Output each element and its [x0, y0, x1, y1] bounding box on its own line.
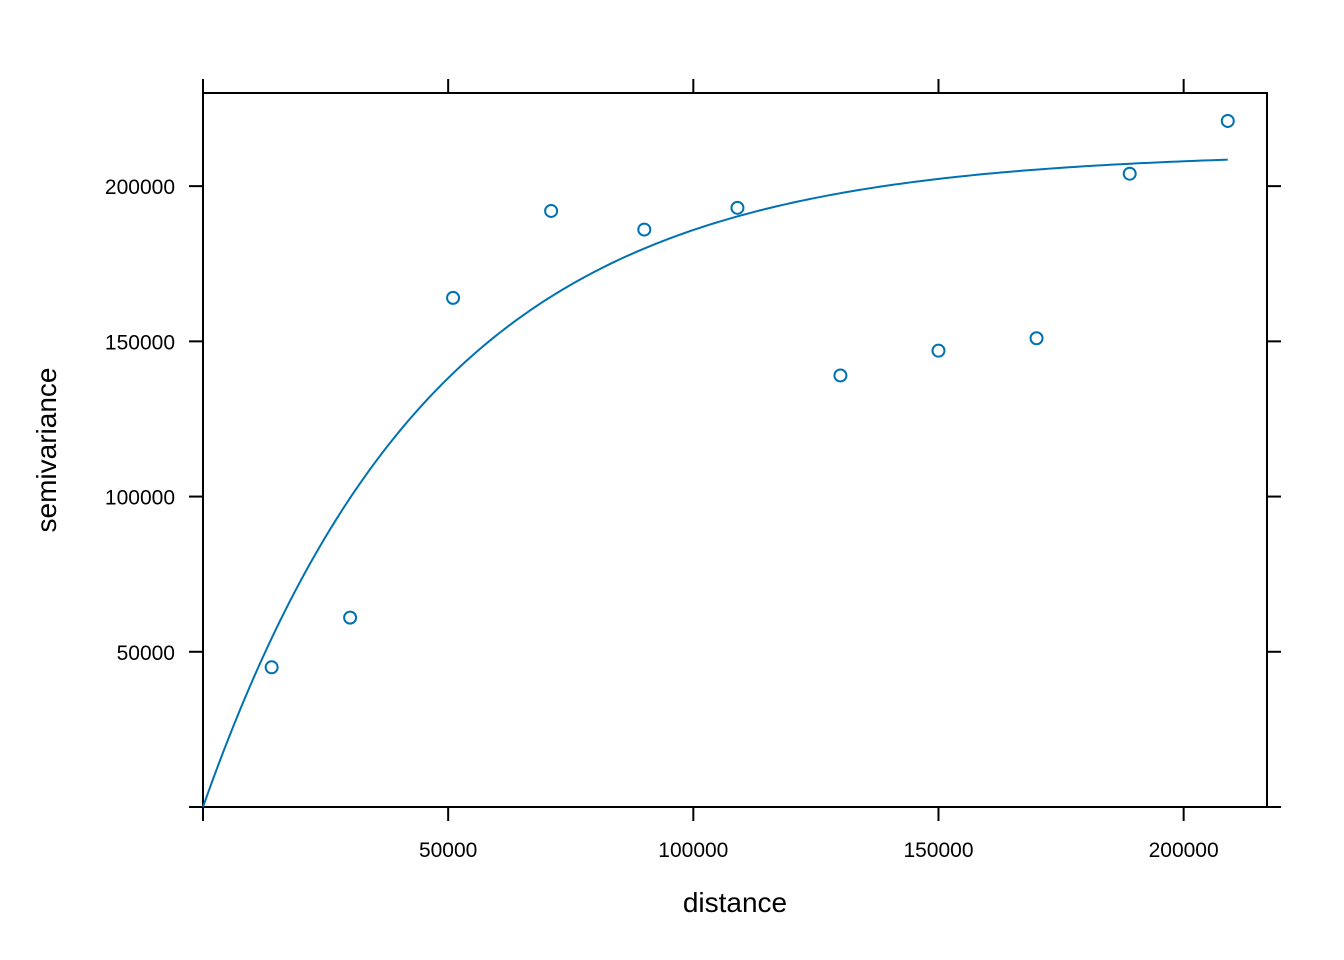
sample-variogram-points — [264, 113, 1235, 675]
x-tick-label: 150000 — [903, 839, 973, 862]
data-point — [264, 660, 279, 675]
data-point — [1029, 331, 1044, 346]
data-point — [931, 343, 946, 358]
y-axis-label: semivariance — [31, 368, 62, 533]
data-point — [544, 203, 559, 218]
y-tick-label: 150000 — [105, 331, 175, 354]
x-tick-label: 100000 — [658, 839, 728, 862]
fitted-variogram-line — [202, 158, 1228, 808]
data-point — [446, 290, 461, 305]
data-point — [637, 222, 652, 237]
data-point — [730, 200, 745, 215]
data-point — [343, 610, 358, 625]
data-point — [1122, 166, 1137, 181]
y-axis-ticks: 50000 100000 150000 200000 — [105, 176, 1281, 808]
data-point — [833, 368, 848, 383]
y-tick-label: 200000 — [105, 176, 175, 199]
x-axis-ticks: 50000 100000 150000 200000 — [202, 79, 1219, 862]
y-tick-label: 100000 — [105, 487, 175, 510]
x-axis-label: distance — [683, 887, 787, 918]
x-tick-label: 50000 — [419, 839, 477, 862]
plot-frame — [202, 92, 1268, 808]
y-tick-label: 50000 — [117, 642, 175, 665]
x-tick-label: 200000 — [1149, 839, 1219, 862]
data-point — [1220, 113, 1235, 128]
